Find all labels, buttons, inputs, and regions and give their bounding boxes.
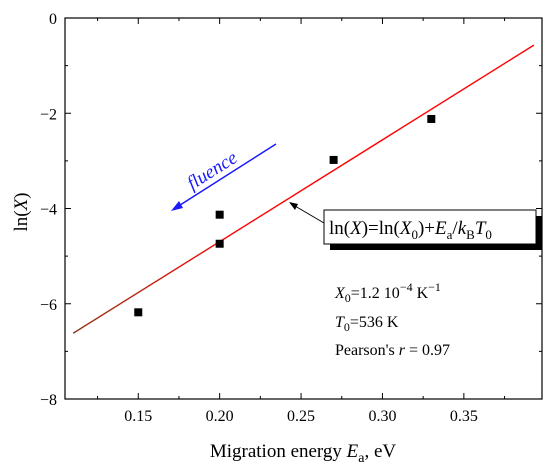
param-t0: T0=536 K <box>335 314 399 334</box>
formula-box: ln(X)=ln(X0)+Ea/kBT0 <box>323 209 542 250</box>
formula-pointer-head <box>289 202 298 210</box>
param-r-var: r <box>399 342 406 359</box>
formula-part: E <box>434 218 447 239</box>
param-x0: X0=1.2 10−4 K−1 <box>334 280 441 305</box>
formula-part: T <box>475 218 487 239</box>
fluence-annotation: fluence <box>171 143 277 211</box>
param-x0-text: =1.2 10 <box>351 285 400 302</box>
param-x0-exp: −4 <box>400 280 413 294</box>
data-point <box>427 114 436 123</box>
fluence-arrow <box>176 143 277 208</box>
formula-part: k <box>458 218 467 239</box>
y-tick-label: −6 <box>40 297 57 314</box>
y-tick-label: −4 <box>40 202 57 219</box>
x-tick-label: 0.25 <box>287 408 315 425</box>
formula-part: 0 <box>485 227 492 242</box>
y-tick-label: −8 <box>40 392 57 409</box>
formula-part: B <box>466 227 475 242</box>
formula-part: X <box>399 218 413 239</box>
param-r: Pearson's r = 0.97 <box>335 342 450 359</box>
y-tick-label: −2 <box>40 106 57 123</box>
param-t0-text: =536 K <box>350 314 399 331</box>
y-axis-title: ln(X) <box>11 192 32 231</box>
formula-part: a <box>447 227 453 242</box>
param-r-text: = 0.97 <box>405 342 450 359</box>
data-point <box>215 239 224 248</box>
x-tick-label: 0.30 <box>368 408 396 425</box>
x-tick-label: 0.15 <box>124 408 152 425</box>
param-x0-unit-exp: −1 <box>428 280 441 294</box>
formula-text: ln(X)=ln(X0)+Ea/kBT0 <box>329 218 492 242</box>
y-tick-label: 0 <box>49 11 57 28</box>
fit-parameters: X0=1.2 10−4 K−1 T0=536 K Pearson's r = 0… <box>334 280 450 359</box>
formula-pointer <box>289 202 325 224</box>
formula-part: / <box>452 218 458 239</box>
fit-line <box>72 44 535 334</box>
param-t0-sub: 0 <box>344 320 350 334</box>
x-tick-label: 0.20 <box>206 408 234 425</box>
formula-part: ln( <box>329 218 350 239</box>
param-x0-var: X <box>334 285 346 302</box>
fluence-arrowhead <box>171 201 183 211</box>
param-r-prefix: Pearson's <box>335 342 399 359</box>
y-axis-title-suffix: ) <box>11 192 32 198</box>
x-axis-title: Migration energy Ea, eV <box>210 441 397 466</box>
formula-part: )+ <box>418 218 435 239</box>
formula-part: X <box>349 218 363 239</box>
data-point <box>329 155 338 164</box>
y-axis-title-prefix: ln( <box>11 210 32 231</box>
x-tick-label: 0.35 <box>450 408 478 425</box>
param-t0-var: T <box>335 314 345 331</box>
data-point <box>215 210 224 219</box>
param-x0-sub: 0 <box>345 291 351 305</box>
formula-part: )=ln( <box>362 218 400 239</box>
x-axis-title-sub: a <box>358 451 365 466</box>
x-axis-title-main: Migration energy <box>210 441 347 462</box>
formula-part: 0 <box>411 227 418 242</box>
plot-frame <box>64 17 543 400</box>
formula-pointer-line <box>294 205 325 224</box>
x-axis-title-unit: , eV <box>365 441 397 462</box>
y-axis-title-var: X <box>11 197 32 211</box>
param-x0-unit: K <box>413 285 429 302</box>
x-axis-title-var: E <box>346 441 359 462</box>
formula-box-frame <box>323 209 537 245</box>
data-point <box>134 308 143 317</box>
